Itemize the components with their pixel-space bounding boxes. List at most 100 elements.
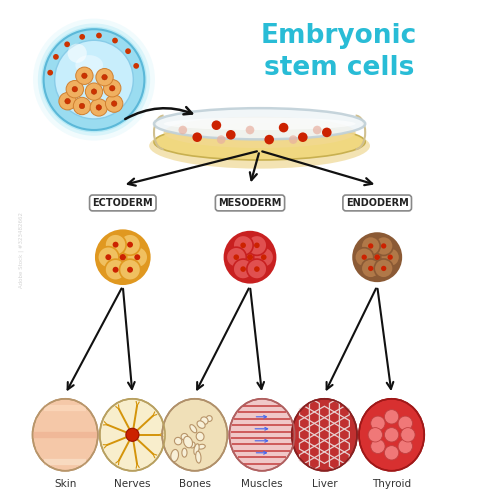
Text: ENDODERM: ENDODERM	[346, 198, 408, 208]
Circle shape	[261, 254, 266, 260]
Ellipse shape	[359, 399, 424, 471]
Circle shape	[91, 89, 97, 94]
Circle shape	[54, 40, 134, 119]
Circle shape	[126, 428, 139, 442]
Circle shape	[224, 231, 276, 283]
Circle shape	[86, 83, 102, 100]
Circle shape	[96, 104, 102, 110]
Ellipse shape	[76, 55, 103, 76]
Circle shape	[53, 54, 59, 60]
Circle shape	[380, 248, 400, 266]
Circle shape	[112, 246, 134, 268]
Ellipse shape	[200, 417, 208, 424]
Circle shape	[134, 254, 140, 260]
Text: ECTODERM: ECTODERM	[92, 198, 153, 208]
Circle shape	[368, 244, 374, 248]
Circle shape	[127, 242, 133, 248]
Circle shape	[79, 103, 85, 109]
Circle shape	[370, 439, 385, 454]
Ellipse shape	[184, 436, 192, 448]
Circle shape	[234, 254, 239, 260]
Circle shape	[105, 259, 126, 280]
Ellipse shape	[174, 438, 182, 445]
Circle shape	[212, 120, 221, 130]
Circle shape	[125, 48, 131, 54]
Ellipse shape	[190, 442, 195, 448]
Circle shape	[226, 130, 235, 140]
Circle shape	[368, 266, 374, 271]
Ellipse shape	[196, 432, 204, 441]
Circle shape	[95, 230, 150, 285]
Ellipse shape	[154, 124, 365, 160]
Ellipse shape	[32, 399, 98, 471]
Circle shape	[313, 126, 322, 134]
Circle shape	[240, 266, 246, 272]
Circle shape	[254, 242, 260, 248]
Circle shape	[374, 259, 393, 278]
Circle shape	[381, 244, 386, 248]
Circle shape	[374, 254, 380, 260]
Ellipse shape	[149, 123, 370, 168]
Circle shape	[64, 42, 70, 47]
Circle shape	[226, 247, 246, 267]
Ellipse shape	[196, 451, 201, 463]
Circle shape	[98, 246, 119, 268]
Ellipse shape	[182, 448, 187, 457]
Ellipse shape	[181, 434, 188, 440]
Circle shape	[352, 232, 402, 282]
Circle shape	[106, 254, 112, 260]
Text: Liver: Liver	[312, 480, 337, 490]
Ellipse shape	[198, 444, 205, 449]
Circle shape	[65, 98, 70, 104]
Circle shape	[289, 136, 298, 144]
Circle shape	[381, 266, 386, 271]
Circle shape	[106, 95, 123, 112]
Text: MESODERM: MESODERM	[218, 198, 282, 208]
Text: Embryonic: Embryonic	[260, 24, 417, 50]
Text: Skin: Skin	[54, 480, 76, 490]
Circle shape	[80, 34, 85, 40]
Circle shape	[398, 416, 412, 430]
Text: Nerves: Nerves	[114, 480, 150, 490]
Text: Thyroid: Thyroid	[372, 480, 411, 490]
Circle shape	[96, 68, 113, 86]
Ellipse shape	[190, 424, 196, 433]
Circle shape	[384, 410, 399, 424]
Circle shape	[298, 132, 308, 142]
Circle shape	[354, 248, 374, 266]
Ellipse shape	[100, 399, 165, 471]
Text: stem cells: stem cells	[264, 54, 414, 80]
Circle shape	[68, 44, 87, 63]
Ellipse shape	[197, 421, 205, 428]
Circle shape	[112, 101, 117, 106]
Circle shape	[240, 242, 246, 248]
Circle shape	[48, 70, 53, 75]
Circle shape	[102, 74, 108, 80]
Circle shape	[74, 98, 90, 114]
Circle shape	[247, 236, 267, 256]
Circle shape	[384, 428, 399, 442]
Circle shape	[38, 24, 150, 136]
Circle shape	[96, 32, 102, 38]
Circle shape	[254, 247, 274, 267]
Circle shape	[44, 29, 144, 130]
Circle shape	[112, 38, 118, 44]
Ellipse shape	[154, 108, 365, 140]
Circle shape	[233, 236, 253, 256]
Circle shape	[66, 80, 84, 98]
Circle shape	[134, 63, 139, 69]
Circle shape	[246, 126, 254, 134]
Circle shape	[361, 259, 380, 278]
Circle shape	[104, 80, 121, 97]
Circle shape	[120, 259, 141, 280]
Circle shape	[72, 86, 78, 92]
Ellipse shape	[162, 399, 228, 471]
Circle shape	[127, 267, 133, 272]
Circle shape	[279, 123, 288, 132]
Circle shape	[233, 259, 253, 279]
Circle shape	[126, 246, 148, 268]
Circle shape	[120, 234, 141, 255]
Circle shape	[41, 27, 147, 132]
Circle shape	[178, 126, 187, 134]
Circle shape	[400, 428, 415, 442]
